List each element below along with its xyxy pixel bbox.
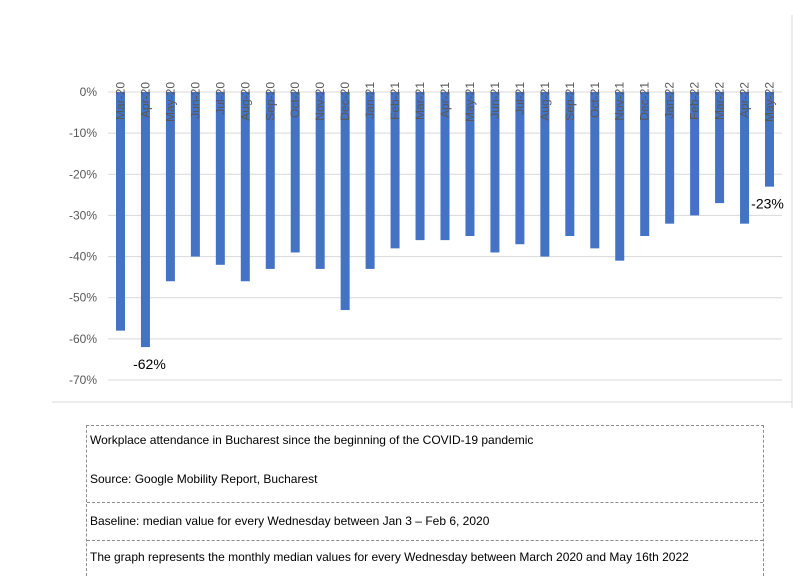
x-tick-label: Jul-20 — [213, 82, 227, 115]
bar — [415, 92, 425, 241]
bar — [190, 92, 200, 257]
x-tick-label: Oct-21 — [588, 82, 602, 118]
y-tick-label: -40% — [69, 250, 97, 264]
x-tick-label: Jan-21 — [363, 82, 377, 119]
x-tick-label: Nov-21 — [613, 82, 627, 121]
notes-baseline: Baseline: median value for every Wednesd… — [90, 514, 490, 528]
x-tick-label: May-22 — [763, 82, 777, 122]
x-tick-label: Oct-20 — [288, 82, 302, 118]
x-tick-label: Aug-20 — [238, 82, 252, 121]
bars — [115, 92, 775, 348]
y-tick-label: -20% — [69, 167, 97, 181]
x-tick-label: Dec-21 — [638, 82, 652, 121]
bar — [765, 92, 775, 187]
bar — [315, 92, 325, 269]
y-tick-label: -10% — [69, 126, 97, 140]
bar — [565, 92, 575, 236]
x-tick-label: Sep-20 — [263, 82, 277, 121]
bar — [640, 92, 650, 236]
x-tick-label: Apr-22 — [738, 82, 752, 118]
chart-area: 0% -10% -20% -30% -40% -50% -60% -70% Mar-20 Apr… — [51, 15, 793, 408]
y-axis-ticks: 0% -10% -20% -30% -40% -50% -60% -70% — [69, 85, 97, 387]
x-tick-label: Jun-21 — [488, 82, 502, 119]
bar — [715, 92, 725, 204]
bar — [140, 92, 150, 348]
bar — [265, 92, 275, 269]
notes-title-source-cell: Workplace attendance in Bucharest since … — [87, 426, 763, 503]
bar — [665, 92, 675, 224]
bar — [515, 92, 525, 245]
bar — [365, 92, 375, 269]
x-tick-label: Mar-22 — [713, 82, 727, 120]
bar — [590, 92, 600, 249]
bar — [540, 92, 550, 257]
notes-description-cell: The graph represents the monthly median … — [87, 541, 763, 577]
bar — [115, 92, 125, 331]
notes-table: Workplace attendance in Bucharest since … — [86, 425, 764, 576]
notes-description: The graph represents the monthly median … — [90, 550, 689, 564]
bar — [340, 92, 350, 311]
x-tick-label: Apr-20 — [138, 82, 152, 118]
bar — [440, 92, 450, 241]
bar — [390, 92, 400, 249]
bar-chart: 0% -10% -20% -30% -40% -50% -60% -70% Mar-20 Apr… — [51, 15, 793, 408]
x-tick-label: Jul-21 — [513, 82, 527, 115]
bar — [240, 92, 250, 282]
y-tick-label: -60% — [69, 332, 97, 346]
bar — [490, 92, 500, 253]
x-tick-label: Mar-20 — [113, 82, 127, 120]
x-tick-label: May-21 — [463, 82, 477, 122]
bar — [690, 92, 700, 216]
notes-title: Workplace attendance in Bucharest since … — [90, 433, 534, 447]
y-tick-label: -30% — [69, 208, 97, 222]
x-tick-label: Feb-21 — [388, 82, 402, 120]
y-tick-label: -70% — [69, 373, 97, 387]
data-labels: -62% -23% — [133, 196, 784, 372]
bar — [740, 92, 750, 224]
bar — [165, 92, 175, 282]
x-tick-label: Sep-21 — [563, 82, 577, 121]
bar — [465, 92, 475, 236]
notes-baseline-cell: Baseline: median value for every Wednesd… — [87, 503, 763, 541]
y-tick-label: 0% — [80, 85, 98, 99]
bar — [290, 92, 300, 253]
notes-source: Source: Google Mobility Report, Buchares… — [90, 472, 318, 486]
data-label: -23% — [751, 196, 784, 212]
x-tick-label: Jun-20 — [188, 82, 202, 119]
bar — [615, 92, 625, 261]
x-tick-label: Apr-21 — [438, 82, 452, 118]
x-tick-label: Nov-20 — [313, 82, 327, 121]
data-label: -62% — [133, 356, 166, 372]
x-tick-label: Aug-21 — [538, 82, 552, 121]
x-tick-label: Mar-21 — [413, 82, 427, 120]
bar — [215, 92, 225, 265]
x-tick-label: Feb-22 — [688, 82, 702, 120]
x-axis-ticks: Mar-20 Apr-20 May-20 Jun-20 Jul-20 Aug-20 Sep-… — [113, 82, 776, 122]
x-tick-label: Dec-20 — [338, 82, 352, 121]
y-tick-label: -50% — [69, 291, 97, 305]
x-tick-label: May-20 — [163, 82, 177, 122]
x-tick-label: Jan-22 — [663, 82, 677, 119]
